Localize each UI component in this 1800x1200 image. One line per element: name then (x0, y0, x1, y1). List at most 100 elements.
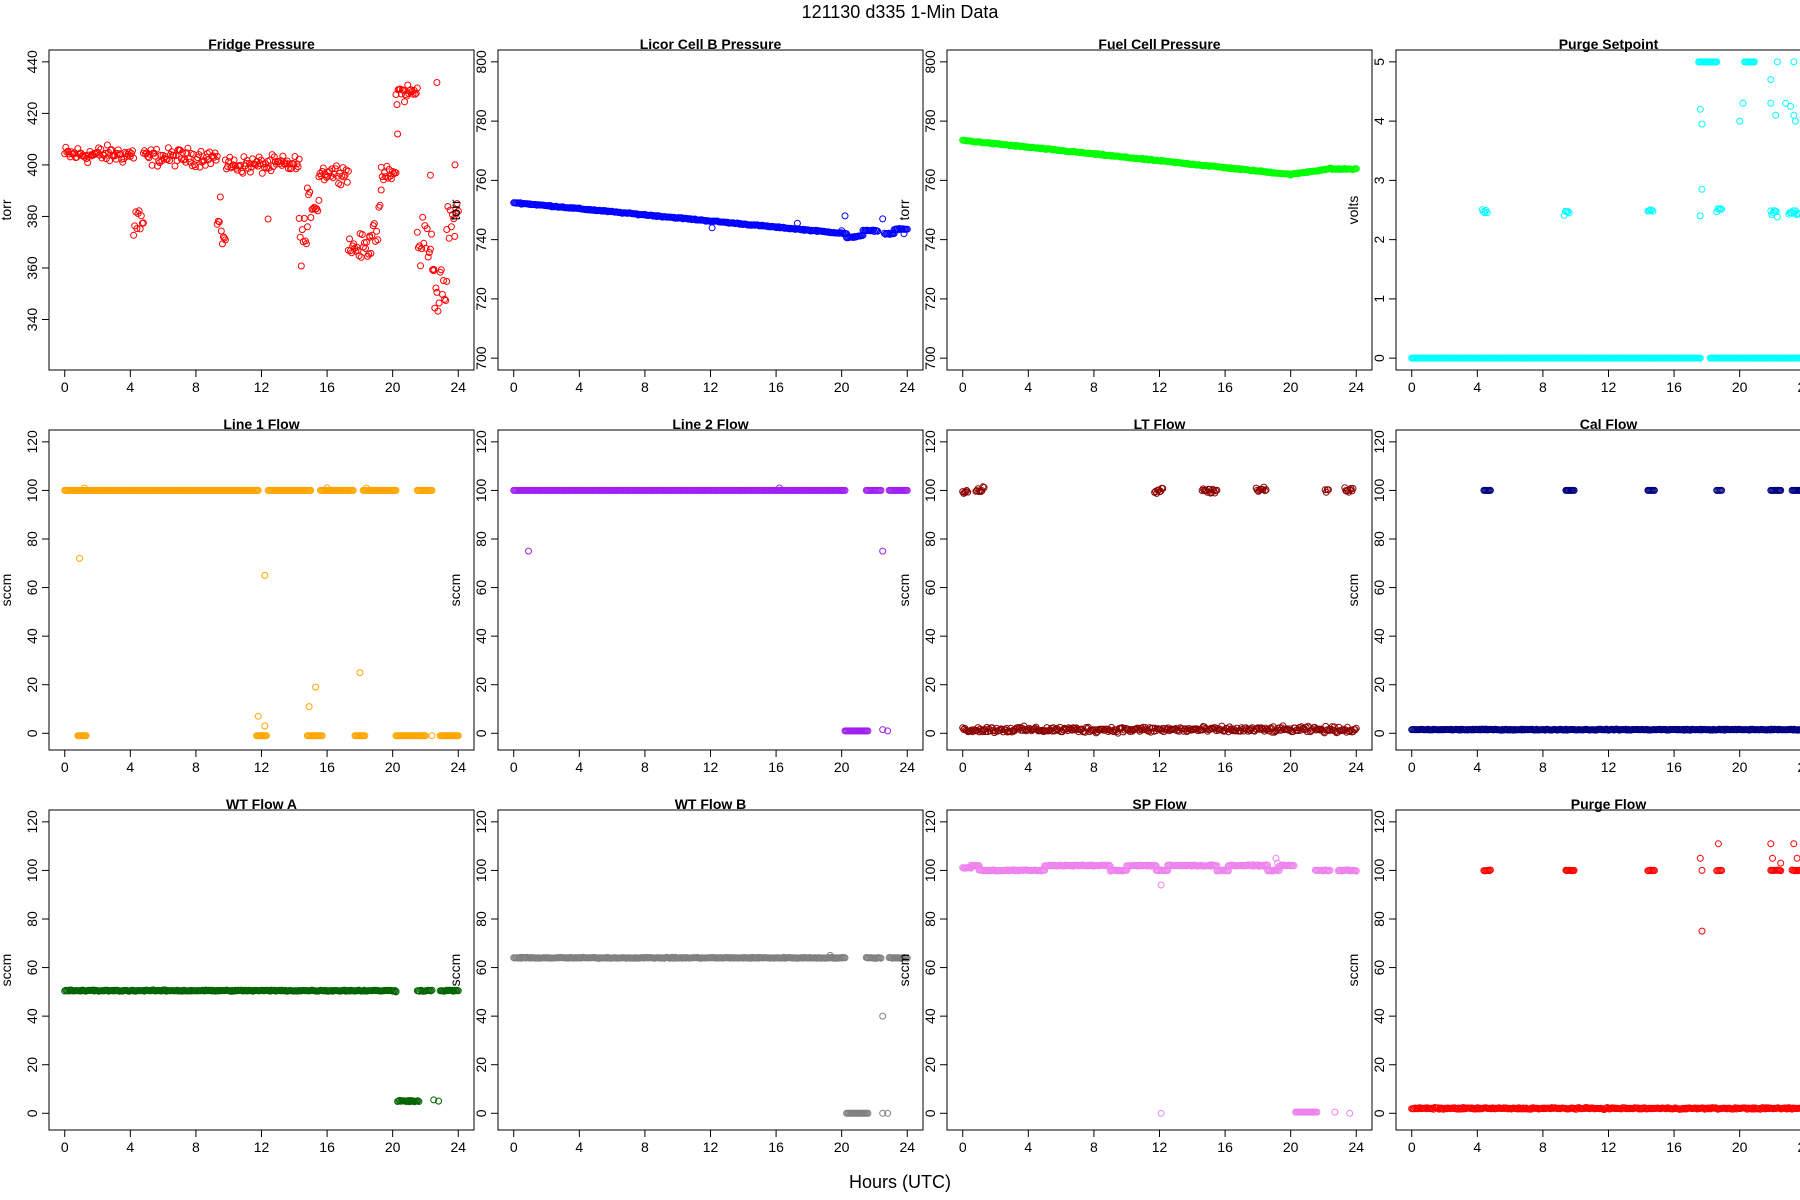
x-tick-label: 20 (1283, 759, 1299, 775)
data-point (307, 214, 315, 221)
data-point (1449, 1105, 1457, 1112)
panel-4: Purge Setpointvolts04812162024012345 (1345, 36, 1800, 395)
data-point (150, 149, 158, 157)
data-point-outlier (1749, 354, 1757, 362)
y-tick-label: 440 (24, 50, 40, 74)
data-point (1794, 209, 1800, 217)
x-tick-label: 16 (1666, 379, 1682, 395)
x-tick-label: 8 (1539, 759, 1547, 775)
y-axis-label: sccm (447, 574, 463, 607)
data-point (377, 186, 385, 194)
data-point (295, 155, 303, 163)
data-point (453, 200, 461, 208)
data-point (445, 234, 453, 242)
y-tick-label: 20 (922, 1057, 938, 1073)
series-points (1408, 58, 1800, 362)
data-point-outlier (1791, 117, 1799, 125)
data-point-outlier (884, 1109, 892, 1117)
data-point (267, 167, 275, 175)
data-point (1798, 1105, 1800, 1111)
plot-frame (946, 809, 1373, 1131)
x-tick-label: 4 (1024, 379, 1032, 395)
data-point (1648, 206, 1655, 214)
data-point (213, 152, 221, 160)
data-point (1486, 866, 1494, 874)
series-points (959, 483, 1360, 737)
y-tick-label: 80 (473, 911, 489, 927)
data-point (214, 217, 222, 225)
data-point (258, 169, 266, 177)
y-tick-label: 760 (922, 168, 938, 192)
data-point (432, 284, 440, 292)
data-point (344, 167, 352, 175)
data-point (300, 214, 308, 222)
data-point-outlier (838, 486, 846, 494)
data-point (454, 207, 462, 215)
data-point (1773, 213, 1781, 221)
data-point (370, 220, 378, 228)
data-point (1334, 728, 1342, 736)
x-tick-label: 20 (1283, 1139, 1299, 1155)
data-point (1041, 866, 1049, 874)
panel-title: Licor Cell B Pressure (640, 36, 782, 52)
plot-frame (48, 429, 475, 751)
data-point (1047, 862, 1055, 870)
x-tick-label: 24 (1797, 379, 1800, 395)
data-point (212, 156, 220, 164)
data-point (314, 207, 322, 215)
data-point (144, 153, 152, 161)
data-point (154, 162, 162, 170)
x-tick-label: 20 (1732, 1139, 1748, 1155)
x-tick-label: 8 (192, 1139, 200, 1155)
data-point (1159, 724, 1167, 732)
x-tick-label: 0 (61, 759, 69, 775)
data-point (979, 483, 987, 491)
x-tick-label: 12 (1601, 1139, 1617, 1155)
x-tick-label: 20 (1732, 759, 1748, 775)
data-point (975, 488, 983, 495)
data-point (735, 219, 743, 227)
data-point (357, 253, 365, 261)
data-point (145, 154, 153, 162)
data-point (385, 166, 393, 173)
y-tick-label: 1 (1371, 295, 1387, 303)
y-tick-label: 0 (1371, 1109, 1387, 1117)
data-point (1771, 207, 1779, 215)
data-point (288, 164, 296, 172)
data-point (1713, 58, 1721, 66)
x-tick-label: 4 (1473, 759, 1481, 775)
y-tick-label: 20 (1371, 1057, 1387, 1073)
x-tick-label: 24 (899, 1139, 915, 1155)
x-tick-label: 12 (254, 759, 270, 775)
x-tick-label: 0 (61, 1139, 69, 1155)
y-tick-label: 700 (922, 346, 938, 370)
data-point (91, 150, 99, 158)
series-points (61, 484, 462, 740)
x-tick-label: 12 (1152, 759, 1168, 775)
data-point (414, 1097, 422, 1105)
data-point (218, 240, 226, 248)
data-point (415, 1098, 423, 1105)
y-tick-label: 100 (1371, 859, 1387, 883)
data-point-outlier (1780, 354, 1788, 362)
data-point (228, 163, 236, 171)
data-point (172, 152, 180, 160)
data-point-outlier (428, 732, 436, 740)
y-tick-label: 20 (24, 1057, 40, 1073)
x-tick-label: 16 (768, 379, 784, 395)
data-point (101, 149, 109, 157)
x-tick-label: 16 (768, 1139, 784, 1155)
data-point (1468, 726, 1476, 734)
data-point (377, 163, 385, 171)
data-point (417, 262, 424, 270)
data-point (1262, 486, 1270, 494)
y-tick-label: 80 (922, 531, 938, 547)
panel-title: SP Flow (1132, 796, 1186, 812)
data-point (1213, 486, 1221, 494)
series-points (510, 484, 911, 735)
data-point-outlier (1767, 99, 1775, 107)
y-tick-label: 720 (473, 287, 489, 311)
